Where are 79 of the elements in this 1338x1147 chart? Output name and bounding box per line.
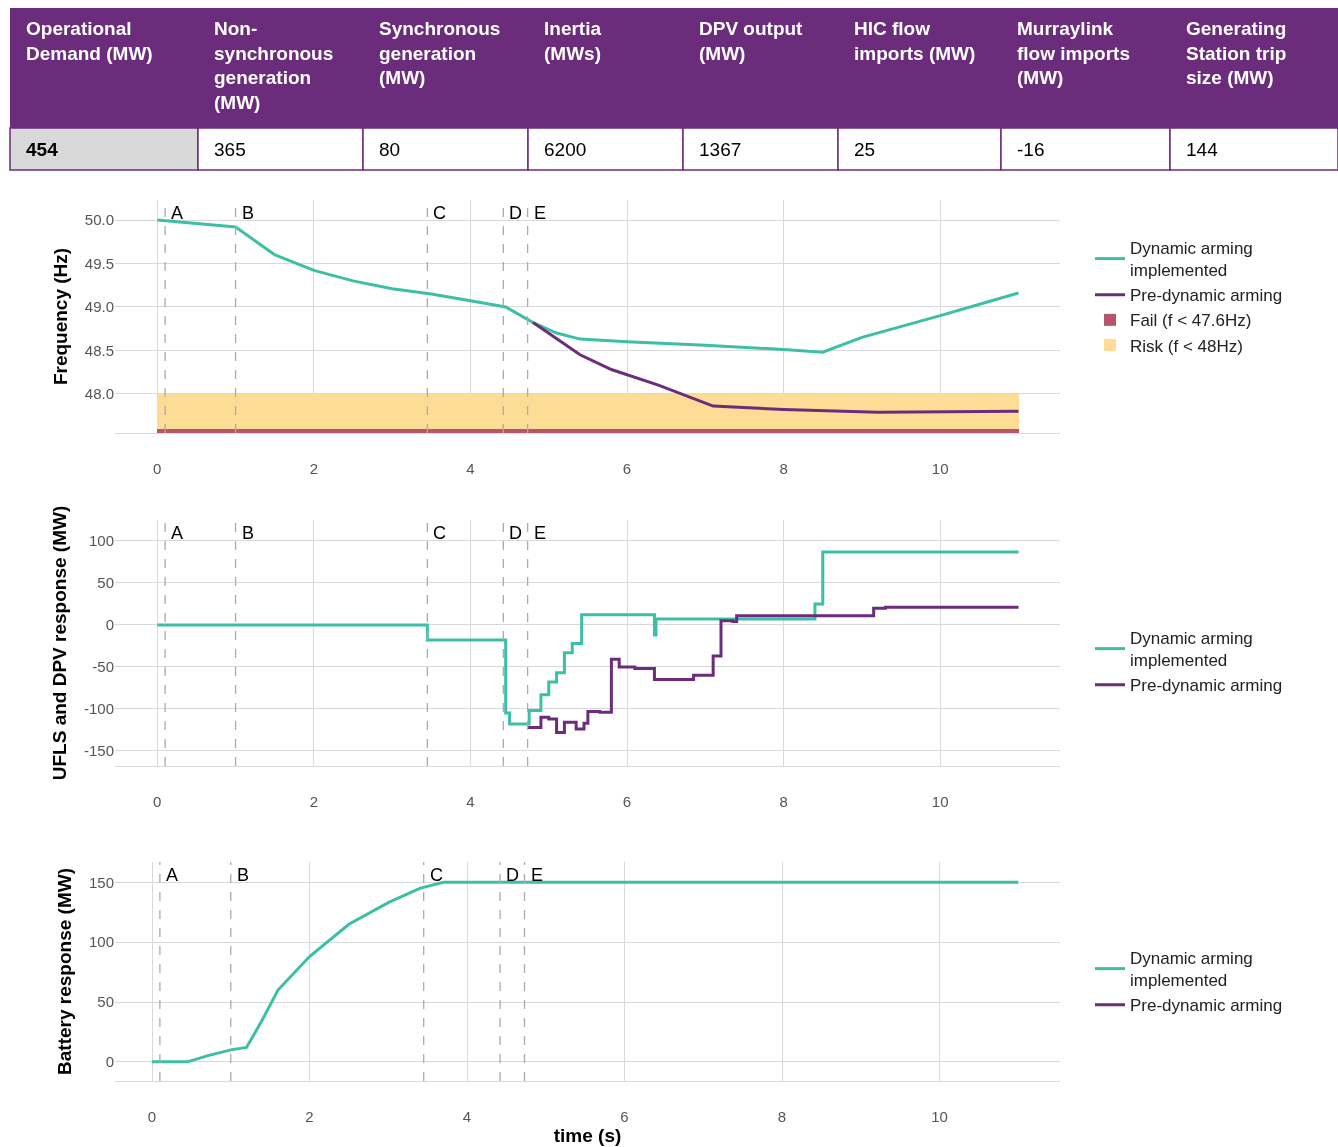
data-label: 144 [1186, 139, 1219, 160]
x-tick-label: 0 [153, 460, 162, 478]
x-tick-label: 0 [153, 793, 162, 811]
ref-line-label: D [509, 523, 522, 543]
x-tick-label: 4 [462, 1108, 472, 1126]
data-label: 6200 [544, 139, 587, 160]
ref-line-label: C [433, 203, 446, 223]
y-tick-label: -100 [83, 700, 114, 718]
y-tick-label: 100 [88, 532, 114, 550]
legend-label: Fail (f < 47.6Hz) [1130, 311, 1252, 331]
ref-line-label: E [534, 203, 547, 223]
ref-line-label: B [242, 523, 255, 543]
y-axis-title: Frequency (Hz) [49, 247, 71, 386]
y-tick-label: 150 [88, 873, 114, 891]
data-label: 1367 [699, 139, 742, 160]
y-axis-title: UFLS and DPV response (MW) [48, 505, 70, 781]
data-label: 454 [26, 139, 59, 160]
data-label: 25 [854, 139, 876, 160]
category-label: Non-synchronous generation (MW) [214, 18, 334, 114]
legend-label: Dynamic arming implemented [1130, 239, 1253, 281]
line-series [150, 880, 1020, 1064]
ref-line-label: A [171, 203, 184, 223]
ref-line-label: B [237, 865, 250, 885]
x-tick-label: 10 [931, 793, 949, 811]
ref-line-label: E [534, 523, 547, 543]
category-label: Operational Demand (MW) [26, 18, 153, 64]
category-label: Generating Station trip size (MW) [1186, 18, 1287, 89]
x-tick-label: 4 [466, 793, 475, 811]
x-tick-label: 2 [305, 1108, 314, 1126]
legend-label: Risk (f < 48Hz) [1130, 336, 1243, 356]
x-tick-label: 10 [931, 1108, 948, 1126]
ref-line-label: B [242, 203, 255, 223]
category-label: HIC flow imports (MW) [854, 18, 976, 64]
ref-line-label: A [166, 865, 179, 885]
x-tick-label: 4 [466, 460, 475, 478]
ref-line-label: C [430, 865, 443, 885]
y-tick-label: 48.0 [84, 385, 114, 403]
x-axis-title: time (s) [553, 1125, 622, 1147]
legend-label: Pre-dynamic arming [1130, 286, 1283, 306]
data-label: 80 [379, 139, 401, 160]
legend-label: Dynamic arming implemented [1130, 629, 1253, 671]
category-label: Murraylink flow imports (MW) [1017, 18, 1130, 89]
y-tick-label: 0 [105, 1053, 114, 1071]
x-tick-label: 2 [309, 460, 319, 478]
category-label: Synchronous generation (MW) [379, 18, 501, 89]
ref-line-label: D [509, 203, 522, 223]
category-label: DPV output (MW) [699, 18, 804, 64]
y-tick-label: 50 [97, 574, 114, 592]
x-tick-label: 10 [931, 460, 949, 478]
category-label: Inertia (MWs) [544, 18, 602, 64]
x-tick-label: 8 [777, 1108, 787, 1126]
data-label: -16 [1017, 139, 1045, 160]
y-tick-label: 50 [97, 993, 114, 1011]
x-tick-label: 0 [147, 1108, 157, 1126]
ref-line-label: D [506, 865, 519, 885]
legend-label: Dynamic arming implemented [1130, 949, 1253, 991]
legend-label: Pre-dynamic arming [1130, 676, 1283, 696]
ref-line-label: C [433, 523, 446, 543]
y-tick-label: 50.0 [84, 211, 114, 229]
y-tick-label: 49.0 [84, 298, 114, 316]
x-tick-label: 6 [622, 793, 632, 811]
y-tick-label: 49.5 [84, 254, 114, 272]
y-tick-label: 100 [88, 933, 114, 951]
legend-label: Pre-dynamic arming [1130, 996, 1283, 1016]
y-axis-title: Battery response (MW) [53, 868, 75, 1075]
x-tick-label: 6 [622, 460, 632, 478]
line-series [531, 321, 1020, 414]
line-series [155, 218, 1020, 354]
y-tick-label: -50 [92, 658, 114, 676]
x-tick-label: 8 [779, 460, 788, 478]
y-tick-label: -150 [83, 742, 114, 760]
x-tick-label: 6 [620, 1108, 629, 1126]
x-tick-label: 8 [779, 793, 788, 811]
data-label: 365 [214, 139, 246, 160]
y-tick-label: 48.5 [84, 341, 114, 359]
ref-line-label: E [531, 865, 544, 885]
y-tick-label: 0 [105, 616, 114, 634]
ref-line-label: A [171, 523, 184, 543]
x-tick-label: 2 [309, 793, 319, 811]
